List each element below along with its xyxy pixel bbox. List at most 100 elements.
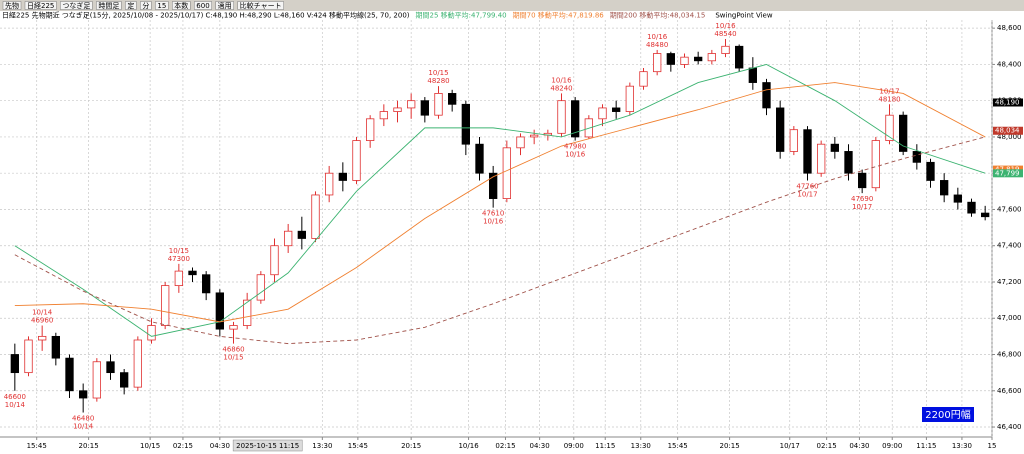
toolbar-label[interactable]: 本数 (174, 1, 188, 10)
candle-body (707, 53, 716, 62)
toolbar-control[interactable] (125, 1, 137, 10)
candle-body (270, 245, 279, 276)
candle-body (776, 107, 785, 152)
x-tick-label: 11:15 (916, 442, 936, 450)
candle-body (557, 100, 566, 134)
candle-body (434, 93, 443, 116)
candle-body (844, 151, 853, 174)
x-tick-label: 15:45 (27, 442, 47, 450)
candle-body (393, 107, 402, 112)
candle-body (161, 285, 170, 326)
x-tick-label: 02:15 (173, 442, 193, 450)
x-tick-label: 11:15 (595, 442, 615, 450)
x-tick-label: 15:45 (348, 442, 368, 450)
candle-body (762, 82, 771, 109)
candle-body (311, 194, 320, 239)
legend-entry: 期間25 移動平均:47,799.40 (416, 11, 507, 20)
swing-price: 47760 (796, 182, 818, 190)
swing-date: 10/17 (852, 203, 872, 211)
y-tick-label: 46,800 (997, 351, 1022, 359)
y-tick-label: 47,600 (997, 205, 1022, 213)
price-marker (993, 98, 1023, 107)
candle-body (639, 71, 648, 87)
toolbar-label[interactable]: 先物 (5, 1, 19, 10)
swing-price: 46960 (31, 316, 53, 324)
x-tick-label: 13:30 (952, 442, 972, 450)
toolbar-label[interactable]: 日経225 (27, 1, 54, 10)
candle-body (899, 114, 908, 152)
candle-body (789, 129, 798, 152)
candle-body (475, 143, 484, 174)
x-tick-label: 20:15 (401, 442, 421, 450)
toolbar-label[interactable]: 600 (196, 2, 209, 10)
y-tick-label: 48,000 (997, 133, 1022, 141)
price-marker-label: 48,034 (995, 127, 1020, 135)
x-tick-label: 02:15 (817, 442, 837, 450)
swing-price: 46860 (222, 346, 244, 354)
toolbar-label[interactable]: 時間足 (98, 2, 119, 10)
toolbar-control[interactable] (60, 1, 93, 10)
swing-date: 10/15 (223, 354, 243, 362)
toolbar-control[interactable] (2, 1, 22, 10)
candle-body (666, 53, 675, 65)
toolbar-label[interactable]: 比較チャート (240, 1, 282, 10)
toolbar-label[interactable]: 適用 (218, 1, 232, 10)
candle-body (120, 372, 129, 388)
candle-body (940, 180, 949, 196)
candle-body (871, 140, 880, 189)
x-tick-label: 04:30 (210, 442, 230, 450)
toolbar-control[interactable] (194, 1, 212, 10)
toolbar-label[interactable]: 15 (157, 2, 166, 10)
candle-body (188, 270, 197, 276)
toolbar-control[interactable] (237, 1, 284, 10)
info-text: 日経225 先物期近 つなぎ足(15分, 2025/10/08 - 2025/1… (2, 11, 410, 20)
candle-body (38, 335, 47, 341)
toolbar-label[interactable]: つなぎ足 (62, 1, 90, 10)
candle-body (51, 335, 60, 359)
candle-body (24, 339, 33, 374)
candle-body (694, 56, 703, 62)
candle-body (366, 118, 375, 141)
toolbar-label[interactable]: 分 (142, 1, 149, 10)
y-tick-label: 47,200 (997, 278, 1022, 286)
candle-body (598, 107, 607, 120)
x-tick-label: 10/17 (780, 442, 800, 450)
toolbar-control[interactable] (24, 1, 57, 10)
x-tick-label: 13:30 (312, 442, 332, 450)
candle-body (530, 134, 539, 138)
candle-body (352, 140, 361, 181)
swing-price: 47610 (482, 210, 504, 218)
price-marker (993, 126, 1023, 135)
x-tick-label: 09:00 (882, 442, 902, 450)
toolbar-control[interactable] (215, 1, 234, 10)
toolbar-control[interactable] (96, 1, 122, 10)
toolbar-label[interactable]: 定 (127, 1, 134, 10)
x-tick-label: 10/15 (140, 442, 160, 450)
candle-body (612, 107, 621, 112)
candle-body (926, 161, 935, 181)
swing-date: 10/17 (879, 87, 899, 95)
swing-date: 10/16 (483, 218, 504, 226)
y-tick-label: 47,400 (997, 242, 1022, 250)
x-tick-label: 09:00 (564, 442, 584, 450)
candle-body (297, 230, 306, 239)
swing-date: 10/14 (5, 401, 26, 409)
toolbar-control[interactable] (155, 1, 169, 10)
range-label: 2200円幅 (925, 408, 970, 421)
candle-body (420, 100, 429, 116)
candle-body (721, 45, 730, 54)
legend-entry: 期間70 移動平均:47,819.86 (513, 11, 605, 20)
legend-entry: 期間200 移動平均:48,034.15 (610, 11, 706, 20)
candle-body (912, 151, 921, 163)
candle-body (981, 212, 990, 218)
toolbar-control[interactable] (140, 1, 152, 10)
candle-body (516, 136, 525, 149)
swing-date: 10/15 (169, 247, 189, 255)
toolbar-control[interactable] (172, 1, 191, 10)
price-marker-label: 48,190 (995, 98, 1020, 106)
candle-body (215, 292, 224, 330)
candle-body (680, 56, 689, 65)
price-marker (993, 169, 1023, 178)
